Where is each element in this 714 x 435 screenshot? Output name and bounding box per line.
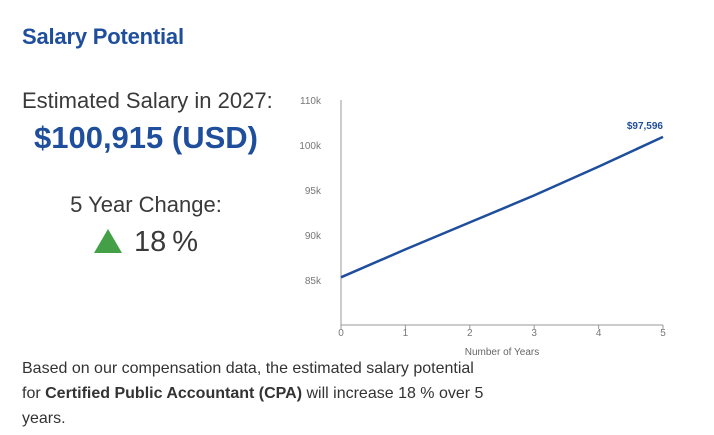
y-tick-label: 85k <box>305 276 322 287</box>
end-value-label: $97,596 <box>627 121 664 132</box>
change-unit: % <box>172 226 199 258</box>
x-tick-label: 4 <box>596 328 602 339</box>
x-tick-label: 2 <box>467 328 473 339</box>
estimated-salary-value: $100,915 (USD) <box>33 120 258 155</box>
y-tick-label: 90k <box>305 231 322 242</box>
up-arrow-icon <box>93 229 122 253</box>
x-tick-label: 0 <box>338 328 344 339</box>
job-title: Certified Public Accountant (CPA) <box>45 385 303 402</box>
five-year-change: 18% <box>0 226 292 259</box>
y-tick-label: 100k <box>299 141 322 152</box>
x-tick-label: 1 <box>403 328 409 339</box>
five-year-change-label: 5 Year Change: <box>70 192 222 217</box>
x-tick-label: 5 <box>660 328 666 339</box>
y-tick-label: 110k <box>300 96 322 107</box>
y-tick-label: 95k <box>305 186 322 197</box>
description-prefix: Based on our compensation data, the esti… <box>22 360 474 402</box>
x-axis-title: Number of Years <box>465 347 540 358</box>
description-suffix: will increase 18 % over 5 years. <box>22 385 484 427</box>
x-tick-label: 3 <box>531 328 537 339</box>
estimated-salary-label: Estimated Salary in 2027: <box>22 88 273 113</box>
change-value: 18 <box>134 226 167 258</box>
page-title: Salary Potential <box>22 24 184 49</box>
salary-description: Based on our compensation data, the esti… <box>22 356 492 431</box>
salary-series-line <box>340 135 664 279</box>
